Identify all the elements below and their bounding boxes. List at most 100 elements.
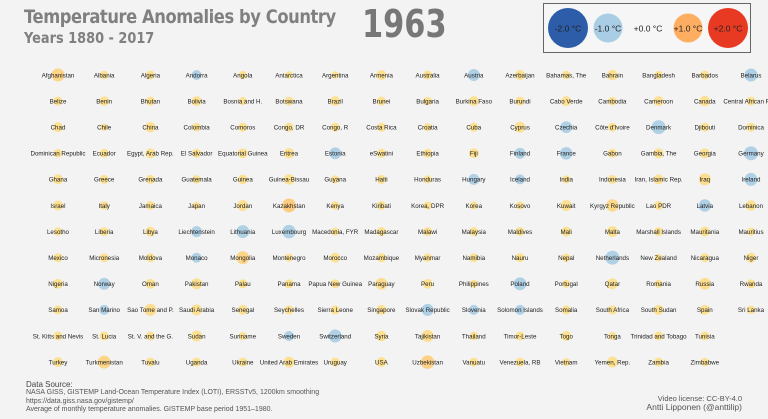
country-label: Togo (559, 333, 573, 340)
country-bubble (191, 304, 203, 316)
country-label: Turkey (49, 359, 69, 366)
country-bubble (746, 279, 756, 289)
country-bubble (560, 121, 573, 134)
country-bubble (606, 226, 618, 238)
country-bubble (654, 71, 663, 79)
country-label: Italy (99, 203, 111, 210)
country-label: Eritrea (280, 151, 299, 158)
country-label: Côte d'Ivoire (595, 125, 630, 132)
country-label: Fiji (470, 151, 478, 158)
country-bubble (99, 253, 109, 263)
country-bubble (145, 357, 155, 367)
country-bubble (700, 331, 710, 341)
country-label: Turkmenistan (86, 359, 124, 366)
country-label: Slovenia (462, 307, 486, 314)
country-label: Cabo Verde (550, 98, 583, 105)
country-bubble (237, 200, 249, 211)
source-line: NASA GISS, GISTEMP Land-Ocean Temperatur… (26, 389, 320, 397)
country-bubble (515, 253, 525, 263)
country-label: Comoros (230, 125, 255, 132)
country-bubble (330, 305, 340, 315)
country-label: Haiti (375, 177, 387, 184)
country-label: Mongolia (230, 255, 256, 262)
country-bubble (192, 201, 201, 210)
country-bubble (562, 175, 571, 184)
country-bubble (53, 96, 63, 106)
country-label: Luxembourg (272, 229, 307, 236)
country-bubble (515, 357, 525, 367)
country-bubble (653, 148, 664, 159)
country-label: Angola (233, 72, 253, 79)
country-label: Egypt, Arab Rep. (127, 151, 174, 158)
country-bubble (700, 70, 710, 80)
country-bubble (562, 279, 571, 288)
country-label: Czechia (555, 125, 578, 132)
country-label: Azerbaijan (505, 72, 535, 79)
country-label: Somalia (555, 307, 578, 314)
country-label: St. Lucia (92, 333, 117, 340)
country-label: Niger (744, 255, 759, 262)
country-bubble (191, 330, 203, 342)
country-bubble (376, 330, 387, 342)
country-bubble (699, 226, 710, 237)
country-label: United Arab Emirates (260, 359, 318, 366)
country-label: Belize (50, 98, 67, 105)
country-bubble (99, 148, 109, 158)
country-bubble (515, 227, 525, 237)
country-label: Zimbabwe (691, 359, 720, 366)
country-bubble (699, 148, 710, 159)
country-label: Saudi Arabia (179, 307, 215, 314)
country-bubble (469, 227, 479, 237)
country-bubble (97, 355, 111, 369)
country-bubble (99, 70, 109, 80)
country-label: Germany (738, 151, 764, 158)
country-bubble (53, 227, 63, 236)
country-label: Switzerland (319, 333, 352, 340)
country-bubble (561, 331, 572, 341)
country-label: Gambia, The (641, 151, 677, 158)
country-label: Malta (605, 229, 621, 236)
country-bubble (423, 175, 432, 184)
country-bubble (145, 96, 155, 106)
country-bubble (285, 253, 293, 262)
country-bubble (330, 252, 341, 263)
country-label: Kuwait (557, 203, 576, 210)
country-bubble (654, 357, 664, 367)
country-bubble (283, 148, 295, 159)
country-bubble (192, 148, 202, 158)
country-bubble (746, 96, 756, 106)
country-label: Sierra Leone (317, 307, 353, 314)
country-label: Mauritius (738, 229, 763, 236)
country-bubble (469, 331, 479, 341)
country-label: Hungary (462, 177, 486, 184)
country-bubble (53, 253, 63, 263)
country-bubble (331, 227, 340, 236)
country-bubble (561, 305, 571, 315)
country-label: Guinea (233, 177, 254, 184)
country-label: Liberia (95, 229, 114, 236)
country-bubble (423, 253, 432, 262)
country-label: Qatar (605, 281, 620, 288)
country-bubble (376, 122, 386, 132)
country-label: Philippines (459, 281, 489, 288)
country-label: Costa Rica (366, 125, 397, 132)
country-bubble (53, 200, 63, 211)
country-bubble (282, 224, 296, 239)
country-label: Iceland (510, 177, 531, 184)
country-label: Korea (466, 203, 483, 210)
country-bubble (698, 173, 711, 186)
country-bubble (98, 277, 111, 290)
country-bubble (606, 278, 618, 290)
country-bubble (421, 303, 434, 316)
country-bubble (607, 122, 617, 132)
source-heading: Data Source: (26, 380, 73, 389)
country-label: Papua New Guinea (308, 281, 362, 288)
country-bubble (284, 122, 294, 132)
country-label: Argentina (322, 72, 349, 79)
country-label: Madagascar (364, 229, 398, 236)
country-label: Trinidad and Tobago (631, 333, 688, 340)
country-label: Belarus (741, 72, 762, 79)
country-label: Croatia (418, 125, 439, 132)
country-bubble (284, 279, 294, 289)
